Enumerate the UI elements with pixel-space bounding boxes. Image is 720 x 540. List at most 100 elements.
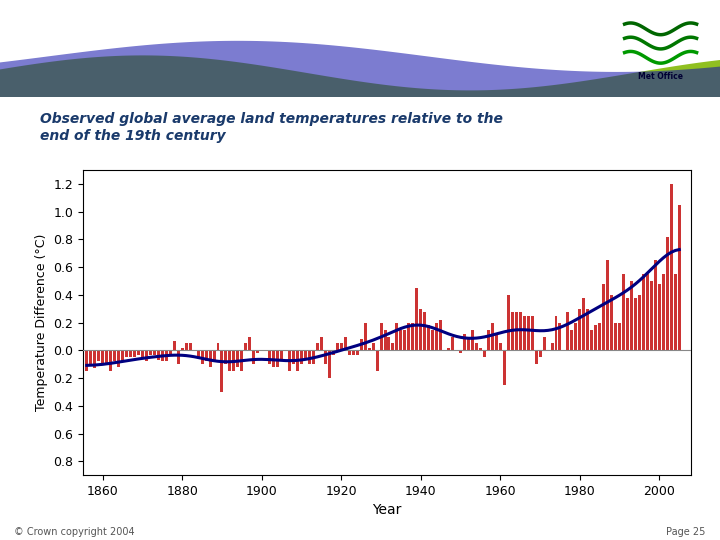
Bar <box>320 336 323 350</box>
Bar <box>105 350 108 365</box>
Bar <box>379 323 382 350</box>
Bar <box>351 350 355 355</box>
Bar <box>411 323 414 350</box>
Bar <box>408 323 410 350</box>
Bar <box>602 284 606 350</box>
Bar <box>197 350 199 357</box>
Bar <box>447 348 450 350</box>
Bar <box>189 343 192 350</box>
Bar <box>598 323 601 350</box>
Bar <box>594 326 598 350</box>
Y-axis label: Temperature Difference (°C): Temperature Difference (°C) <box>35 234 48 411</box>
Bar <box>539 350 541 357</box>
Bar <box>650 281 653 350</box>
Bar <box>526 316 530 350</box>
Bar <box>256 350 259 353</box>
Bar <box>276 350 279 367</box>
Bar <box>233 350 235 371</box>
Bar <box>269 350 271 365</box>
Bar <box>463 334 466 350</box>
Bar <box>634 298 637 350</box>
Bar <box>102 350 104 365</box>
Bar <box>439 320 442 350</box>
Bar <box>554 316 557 350</box>
Bar <box>201 350 204 365</box>
Bar <box>348 350 351 355</box>
Text: Observed climate change: Observed climate change <box>11 13 408 41</box>
Bar <box>165 350 168 361</box>
Bar <box>642 274 645 350</box>
Bar <box>328 350 330 378</box>
Bar <box>244 343 248 350</box>
Bar <box>503 350 505 385</box>
Bar <box>559 323 562 350</box>
Bar <box>662 274 665 350</box>
Bar <box>343 336 347 350</box>
Bar <box>360 339 363 350</box>
Bar <box>495 334 498 350</box>
Bar <box>292 350 295 365</box>
Bar <box>471 329 474 350</box>
Bar <box>510 312 514 350</box>
Bar <box>336 343 339 350</box>
Bar <box>578 309 581 350</box>
Bar <box>392 343 395 350</box>
Bar <box>113 350 116 361</box>
Bar <box>153 350 156 355</box>
Bar <box>570 329 573 350</box>
Bar <box>376 350 379 371</box>
Bar <box>483 350 486 357</box>
Bar <box>622 274 625 350</box>
Bar <box>85 350 89 371</box>
Bar <box>459 350 462 353</box>
Bar <box>535 350 538 365</box>
Bar <box>606 260 609 350</box>
Bar <box>567 312 570 350</box>
Bar <box>300 350 303 365</box>
Bar <box>93 350 96 368</box>
Bar <box>168 350 172 355</box>
Bar <box>272 350 275 367</box>
Bar <box>419 309 423 350</box>
Bar <box>479 348 482 350</box>
Bar <box>491 323 494 350</box>
Bar <box>654 260 657 350</box>
Bar <box>185 343 188 350</box>
Bar <box>451 336 454 350</box>
Bar <box>157 350 160 360</box>
Bar <box>161 350 164 361</box>
Bar <box>610 295 613 350</box>
Text: Met Office: Met Office <box>638 72 683 81</box>
Bar <box>531 316 534 350</box>
Bar <box>121 350 124 361</box>
Bar <box>674 274 677 350</box>
Bar <box>626 298 629 350</box>
Bar <box>372 343 374 350</box>
Bar <box>395 323 398 350</box>
Bar <box>308 350 311 365</box>
Bar <box>630 281 633 350</box>
Bar <box>475 343 478 350</box>
Bar <box>312 350 315 365</box>
Bar <box>423 312 426 350</box>
Text: Observed global average land temperatures relative to the
end of the 19th centur: Observed global average land temperature… <box>40 112 503 143</box>
Bar <box>523 316 526 350</box>
Bar <box>431 329 434 350</box>
X-axis label: Year: Year <box>372 503 402 517</box>
Bar <box>507 295 510 350</box>
Bar <box>240 350 243 371</box>
Bar <box>356 350 359 355</box>
Bar <box>670 184 672 350</box>
Text: Page 25: Page 25 <box>666 527 706 537</box>
Bar <box>209 350 212 367</box>
Bar <box>403 329 406 350</box>
Polygon shape <box>0 41 720 97</box>
Bar <box>499 343 502 350</box>
Bar <box>97 350 100 361</box>
Bar <box>129 350 132 357</box>
Bar <box>543 336 546 350</box>
Bar <box>384 329 387 350</box>
Bar <box>435 323 438 350</box>
Bar <box>109 350 112 371</box>
Bar <box>176 350 180 365</box>
